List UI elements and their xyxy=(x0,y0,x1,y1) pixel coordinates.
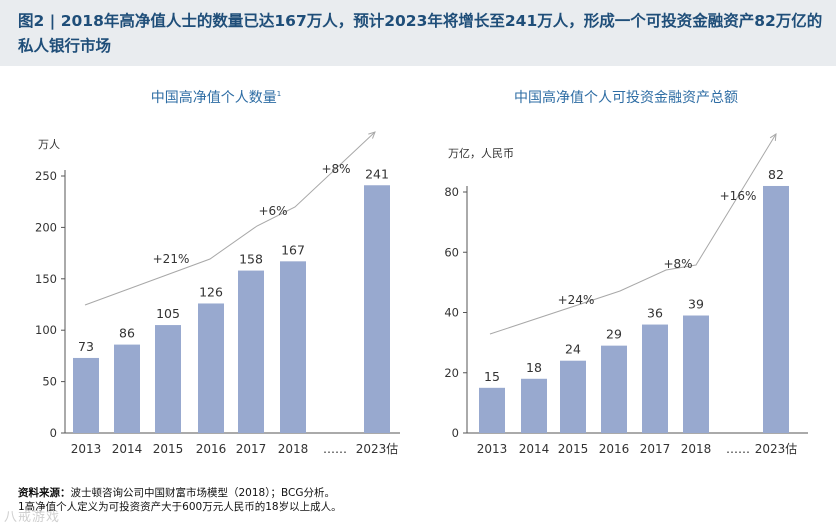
y-tick-label: 40 xyxy=(444,306,459,320)
x-category-label: 2018 xyxy=(681,442,712,456)
source-line: 资料来源：波士顿咨询公司中国财富市场模型（2018）；BCG分析。 xyxy=(18,486,818,500)
y-tick-label: 60 xyxy=(444,245,459,259)
chart-investable-assets: 中国高净值个人可投资金融资产总额 万亿，人民币 0 20 40 60 80 15 2013 1… xyxy=(444,89,808,456)
trend-arrowhead xyxy=(368,131,376,139)
bar-2016 xyxy=(601,345,627,433)
watermark-text: 八戒游戏 xyxy=(4,510,61,525)
bar-value-label: 29 xyxy=(606,327,622,342)
x-category-label: …… xyxy=(726,442,750,456)
x-category-label: 2013 xyxy=(477,442,508,456)
figure-title: 图2 | 2018年高净值人士的数量已达167万人，预计2023年将增长至241… xyxy=(18,12,823,55)
x-category-label: 2014 xyxy=(112,442,143,456)
x-category-label: 2013 xyxy=(71,442,102,456)
source-text: 波士顿咨询公司中国财富市场模型（2018）；BCG分析。 xyxy=(70,487,335,499)
x-category-label: …… xyxy=(323,442,347,456)
chart-title: 中国高净值个人可投资金融资产总额 xyxy=(514,89,738,106)
bar-2016 xyxy=(198,303,224,433)
growth-trend-line xyxy=(84,131,376,306)
bar-value-label: 126 xyxy=(199,284,223,299)
x-category-label: 2016 xyxy=(196,442,227,456)
y-tick-label: 50 xyxy=(42,375,57,389)
trend-arrowhead xyxy=(769,133,777,142)
x-category-label: 2015 xyxy=(153,442,184,456)
source-label: 资料来源： xyxy=(18,487,71,499)
x-category-label: 2018 xyxy=(278,442,309,456)
bar-value-label: 24 xyxy=(565,342,581,357)
bar-value-label: 241 xyxy=(365,166,389,181)
x-category-label: 2017 xyxy=(236,442,267,456)
bar-2015 xyxy=(560,360,586,433)
x-category-label: 2014 xyxy=(519,442,550,456)
growth-rate-label: +16% xyxy=(720,189,757,203)
x-category-label: 2023估 xyxy=(356,442,399,456)
bar-value-label: 18 xyxy=(526,360,542,375)
growth-rate-label: +6% xyxy=(258,204,287,218)
y-axis-unit-label: 万亿，人民币 xyxy=(448,147,514,160)
bar-value-label: 36 xyxy=(647,306,663,321)
growth-rate-label: +24% xyxy=(558,293,595,307)
bar-2014 xyxy=(114,344,140,433)
bar-2013 xyxy=(73,357,99,433)
bar-value-label: 15 xyxy=(484,369,500,384)
bar-value-label: 158 xyxy=(239,252,263,267)
chart-title: 中国高净值个人数量1 xyxy=(151,89,281,106)
y-tick-label: 80 xyxy=(444,185,459,199)
growth-trend-line xyxy=(489,133,777,335)
bar-2015 xyxy=(155,325,181,433)
bar-value-label: 86 xyxy=(119,326,135,341)
y-tick-label: 250 xyxy=(35,169,57,183)
y-tick-label: 100 xyxy=(35,323,57,337)
bar-2023估 xyxy=(763,185,789,433)
chart-hnwi-count: 中国高净值个人数量1 万人 0 50 100 150 200 250 73 2013 86 201… xyxy=(35,89,400,456)
x-category-label: 2015 xyxy=(558,442,589,456)
y-tick-label: 0 xyxy=(50,426,57,440)
bar-2014 xyxy=(521,378,547,433)
y-tick-label: 20 xyxy=(444,366,459,380)
x-category-label: 2017 xyxy=(640,442,671,456)
header-banner: 图2 | 2018年高净值人士的数量已达167万人，预计2023年将增长至241… xyxy=(0,0,836,66)
y-tick-label: 0 xyxy=(452,426,459,440)
y-tick-label: 200 xyxy=(35,220,57,234)
y-axis-unit-label: 万人 xyxy=(38,138,60,151)
growth-rate-label: +21% xyxy=(153,252,190,266)
bar-2017 xyxy=(642,324,668,433)
bar-2013 xyxy=(479,387,505,433)
x-category-label: 2016 xyxy=(599,442,630,456)
bar-2017 xyxy=(238,270,264,433)
charts-canvas: 中国高净值个人数量1 万人 05010015020025073201386201… xyxy=(35,89,808,456)
y-tick-label: 150 xyxy=(35,272,57,286)
bar-2018 xyxy=(280,261,306,433)
growth-rate-label: +8% xyxy=(663,257,692,271)
footer-notes: 资料来源：波士顿咨询公司中国财富市场模型（2018）；BCG分析。 1高净值个人… xyxy=(18,486,818,514)
bar-value-label: 167 xyxy=(281,242,305,257)
bar-value-label: 73 xyxy=(78,339,94,354)
bar-2023估 xyxy=(364,185,390,433)
bar-value-label: 105 xyxy=(156,306,180,321)
bar-2018 xyxy=(683,315,709,433)
definition-note: 1高净值个人定义为可投资资产大于600万元人民币的18岁以上成人。 xyxy=(18,501,342,513)
bar-value-label: 39 xyxy=(688,297,704,312)
bar-value-label: 82 xyxy=(768,167,784,182)
growth-rate-label: +8% xyxy=(321,162,350,176)
x-category-label: 2023估 xyxy=(755,442,798,456)
